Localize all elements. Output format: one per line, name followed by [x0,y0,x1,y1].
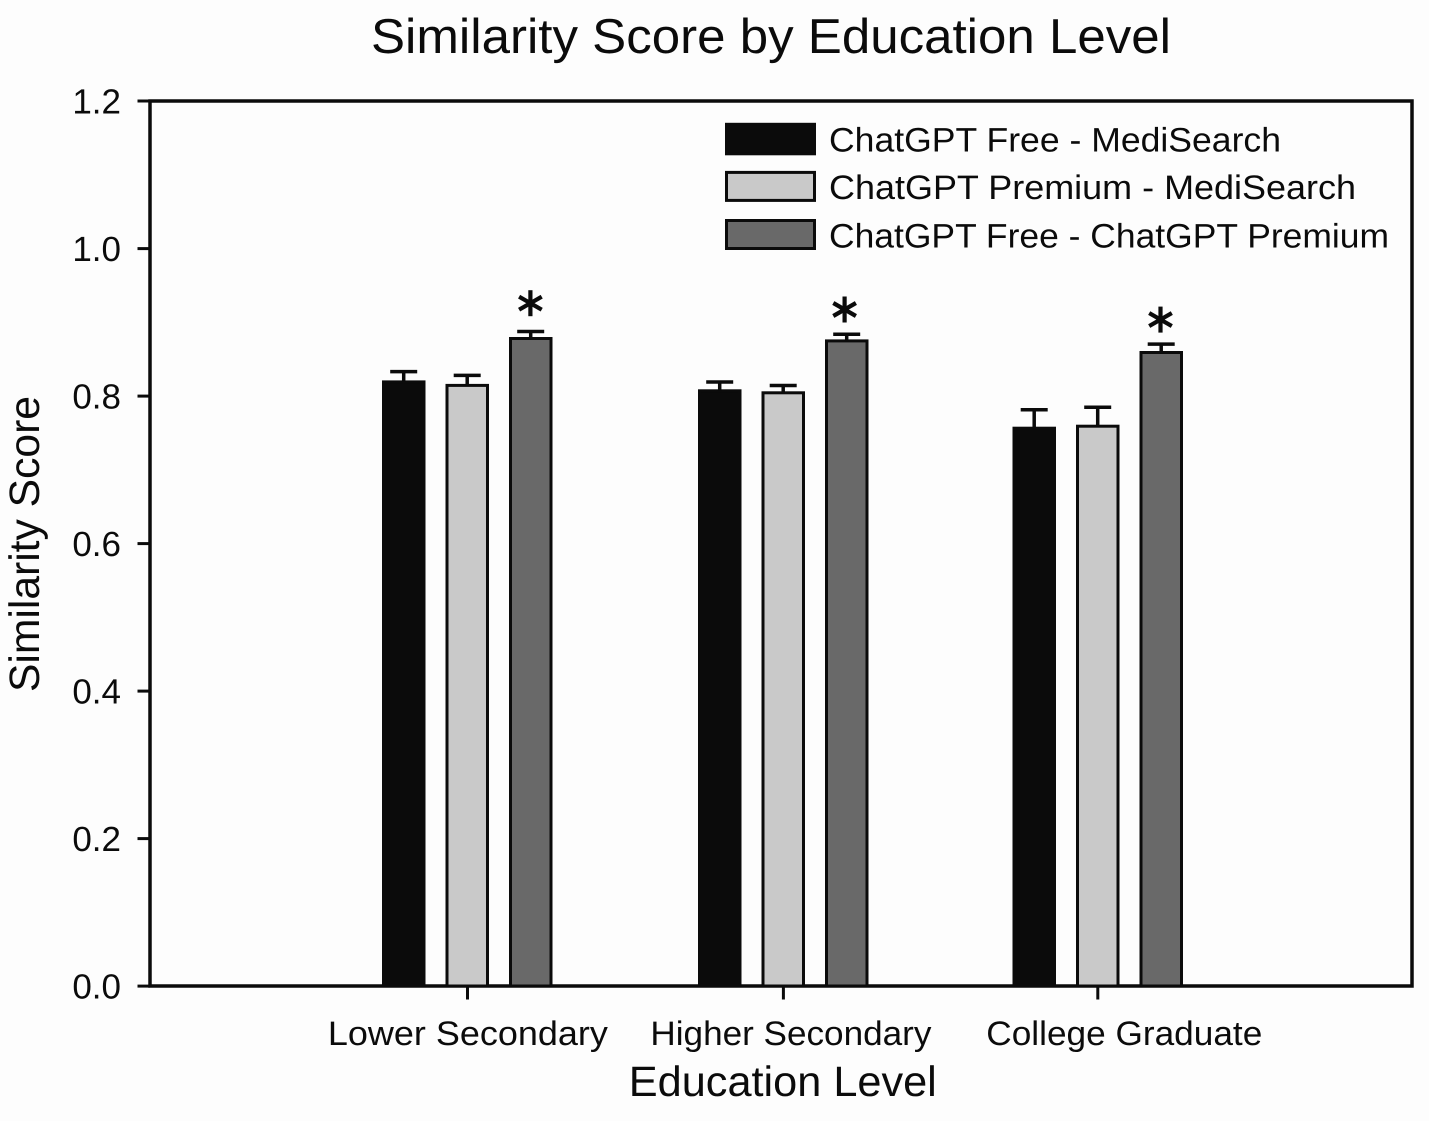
svg-text:College Graduate: College Graduate [986,1015,1262,1053]
svg-text:1.2: 1.2 [72,83,121,122]
svg-text:ChatGPT Premium - MediSearch: ChatGPT Premium - MediSearch [829,169,1356,207]
svg-text:0.6: 0.6 [72,525,121,564]
svg-text:Lower Secondary: Lower Secondary [328,1015,608,1053]
svg-text:ChatGPT Free - ChatGPT Premium: ChatGPT Free - ChatGPT Premium [829,218,1389,256]
svg-text:Similarity Score by Education: Similarity Score by Education Level [371,10,1171,64]
svg-text:ChatGPT Free - MediSearch: ChatGPT Free - MediSearch [829,121,1281,159]
svg-text:0.2: 0.2 [72,820,121,859]
svg-text:Similarity Score: Similarity Score [2,396,49,692]
svg-text:1.0: 1.0 [72,230,121,269]
svg-text:0.0: 0.0 [72,968,121,1007]
svg-text:0.8: 0.8 [72,378,121,417]
svg-text:Higher Secondary: Higher Secondary [650,1015,931,1053]
svg-text:Education Level: Education Level [629,1059,937,1106]
svg-text:0.4: 0.4 [72,673,121,712]
